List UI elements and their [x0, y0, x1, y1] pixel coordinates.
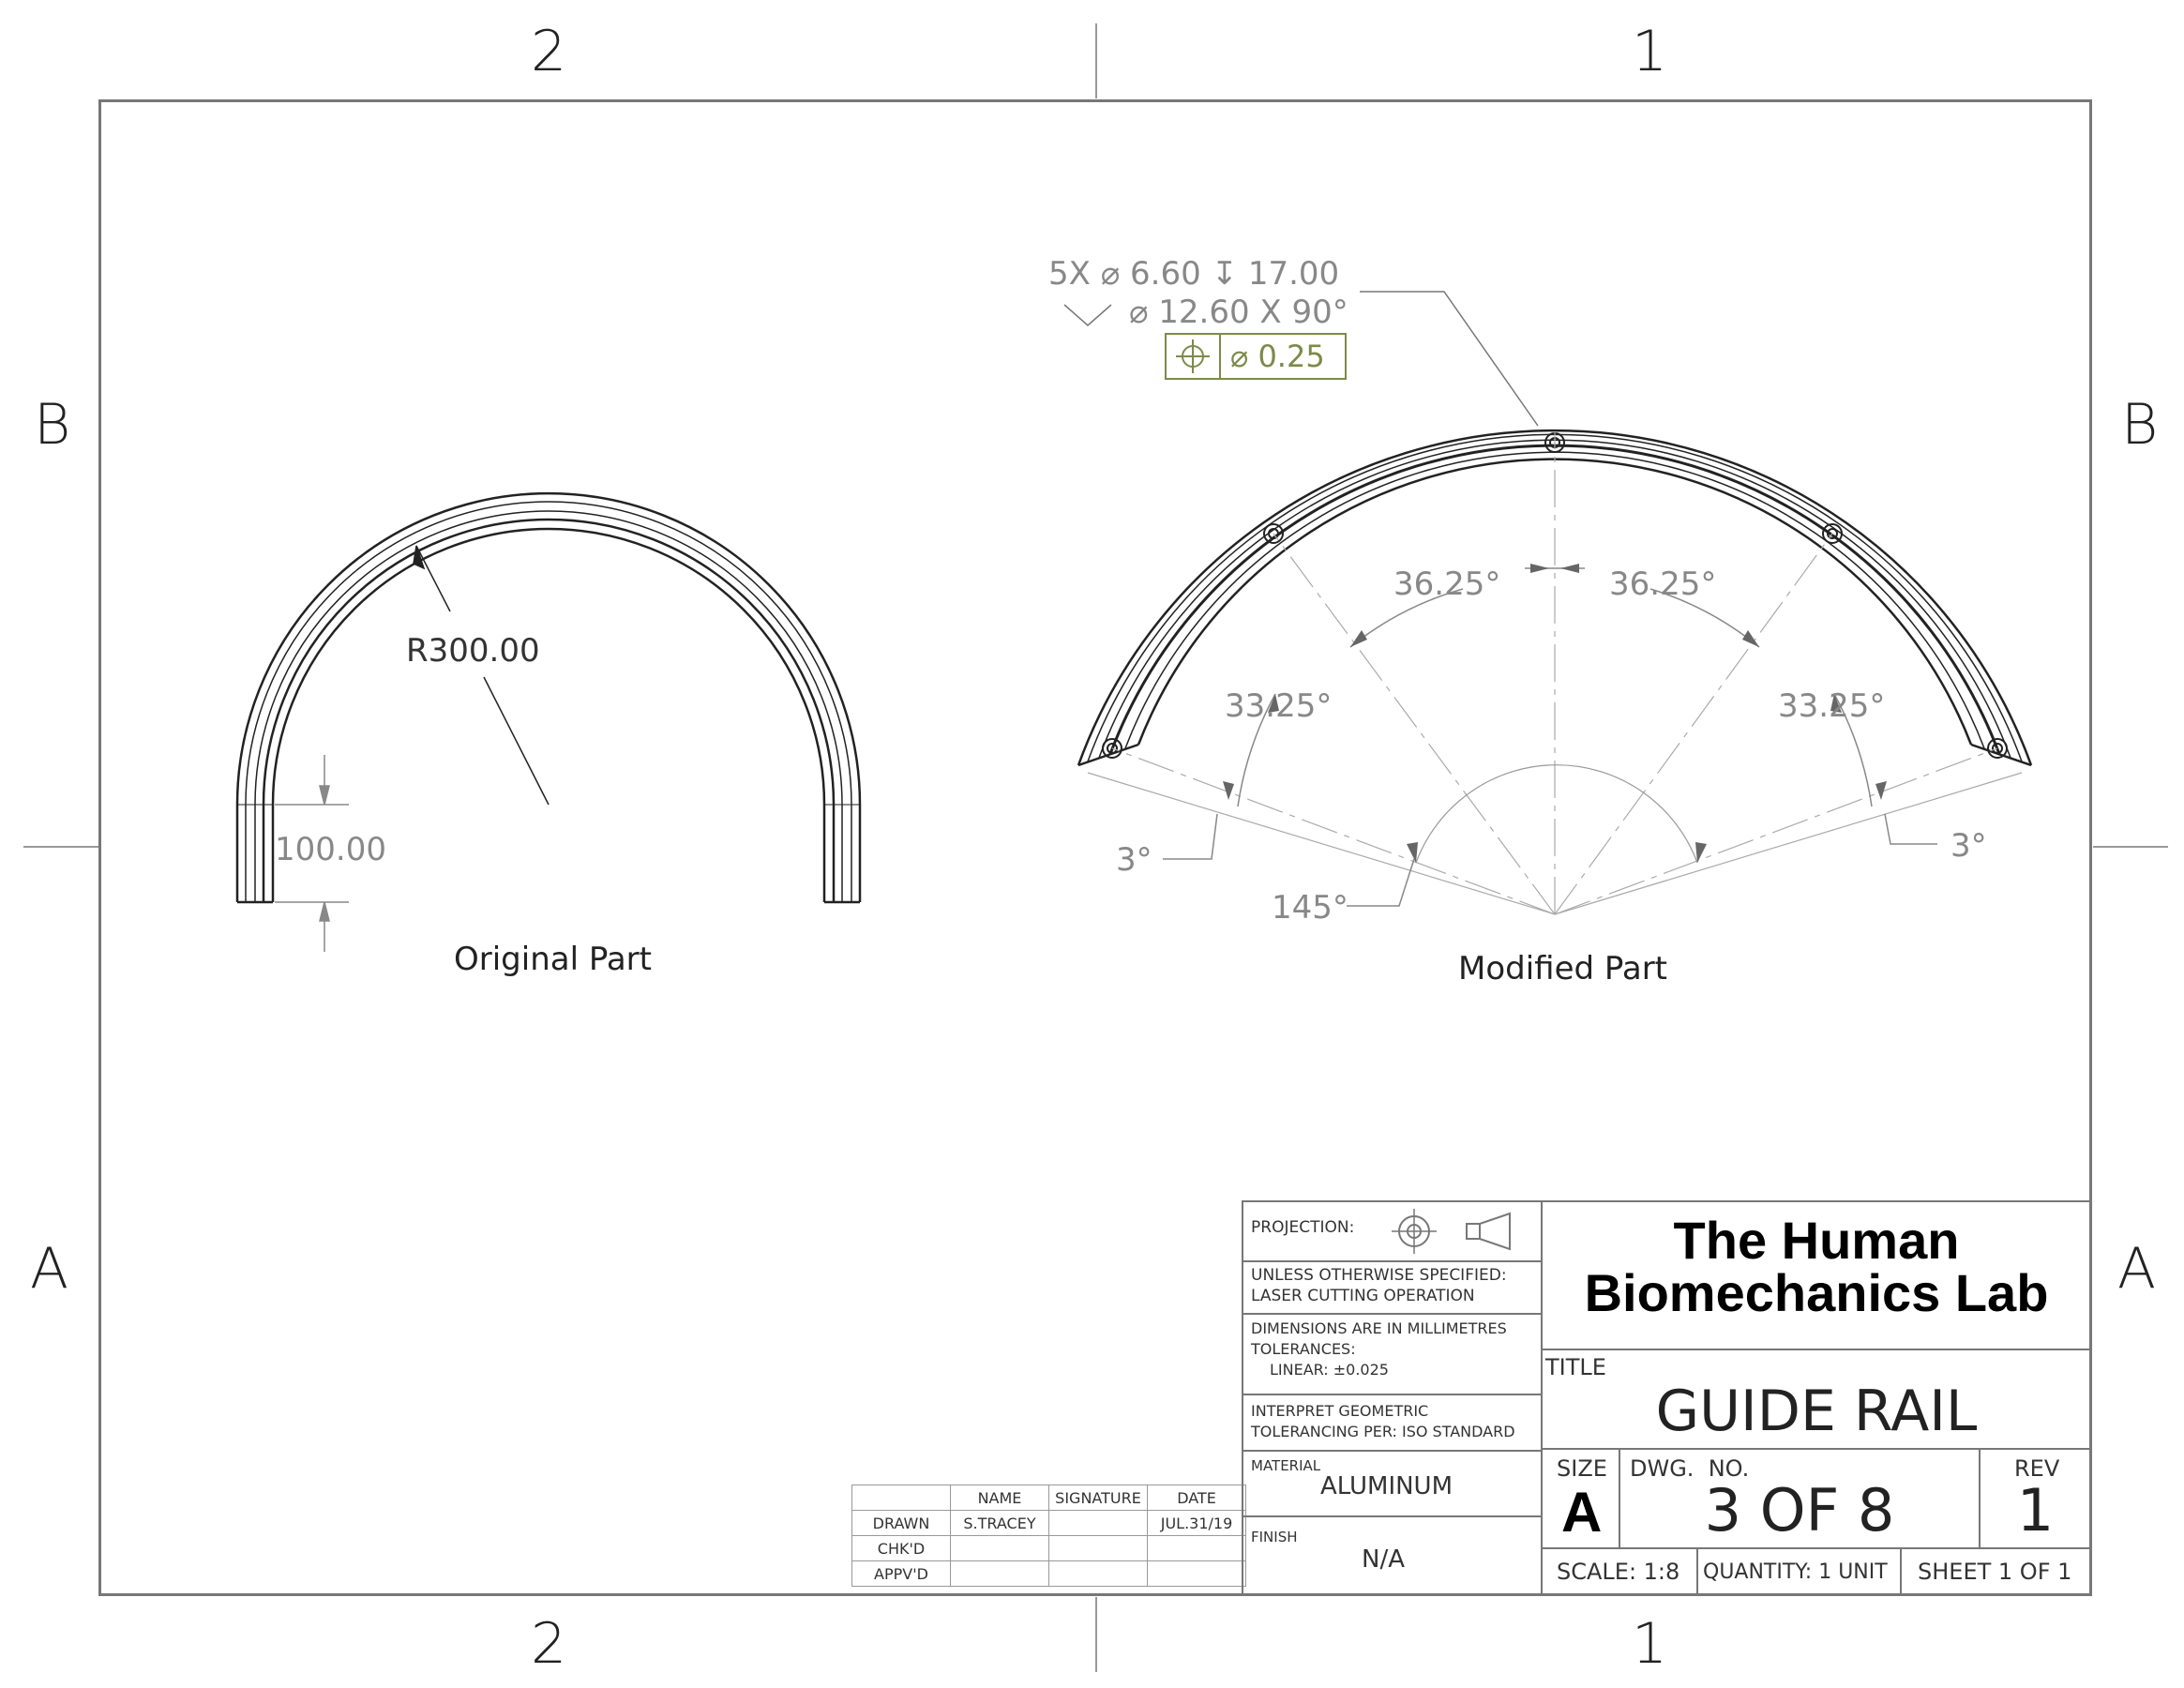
angle-arrowheads [1223, 564, 1887, 863]
signature-table: NAME SIGNATURE DATE DRAWN S.TRACEY JUL.3… [851, 1485, 1246, 1587]
original-part-geometry [235, 491, 862, 904]
hole-callout-line2: ⌀ 12.60 X 90° [1129, 294, 1348, 331]
material-value: ALUMINUM [1320, 1472, 1453, 1500]
position-tolerance-value: ⌀ 0.25 [1230, 339, 1325, 374]
table-cell: JUL.31/19 [1147, 1510, 1246, 1536]
zone-label-bottom-1: 1 [1632, 1611, 1668, 1677]
table-header-signature: SIGNATURE [1048, 1485, 1148, 1511]
dimensions-line1: DIMENSIONS ARE IN MILLIMETRES [1251, 1319, 1507, 1337]
finish-label: FINISH [1251, 1529, 1298, 1545]
interpret-line1: INTERPRET GEOMETRIC [1251, 1402, 1429, 1420]
interpret-line2: TOLERANCING PER: ISO STANDARD [1251, 1423, 1515, 1440]
zone-divider-top [1095, 23, 1097, 98]
original-part-caption: Original Part [454, 941, 652, 978]
table-header-date: DATE [1147, 1485, 1246, 1511]
zone-divider-right [2093, 846, 2168, 848]
angle-inner-right: 36.25° [1609, 565, 1717, 603]
table-cell [1048, 1510, 1148, 1536]
table-cell [1048, 1560, 1148, 1587]
table-row: APPV'D [851, 1560, 1246, 1587]
mounting-holes [1102, 432, 2008, 759]
dimensions-line3: LINEAR: ±0.025 [1270, 1361, 1389, 1379]
modified-part-caption: Modified Part [1458, 950, 1668, 987]
zone-label-bottom-2: 2 [531, 1611, 567, 1677]
angle-total: 145° [1272, 889, 1348, 927]
table-row: CHK'D [851, 1535, 1246, 1561]
table-header-name: NAME [950, 1485, 1049, 1511]
angle-outer-left: 33.25° [1225, 687, 1333, 725]
zone-divider-left [23, 846, 98, 848]
zone-label-left-a: A [30, 1236, 69, 1302]
unless-line2: LASER CUTTING OPERATION [1251, 1287, 1475, 1305]
rev-label: REV [2014, 1455, 2060, 1482]
position-tolerance-frame: ⌀ 0.25 [1165, 333, 1347, 380]
construction-lines [1087, 431, 2023, 915]
quantity-value: QUANTITY: 1 UNIT [1703, 1560, 1888, 1584]
dwg-no-label: DWG. NO. [1630, 1455, 1750, 1482]
radius-leader [413, 545, 550, 806]
zone-label-top-2: 2 [531, 19, 567, 84]
material-label: MATERIAL [1251, 1457, 1321, 1474]
table-cell: CHK'D [851, 1535, 951, 1561]
table-cell: S.TRACEY [950, 1510, 1049, 1536]
company-line1: The Human [1673, 1211, 1960, 1270]
zone-label-right-a: A [2117, 1236, 2157, 1302]
unless-line1: UNLESS OTHERWISE SPECIFIED: [1251, 1266, 1507, 1285]
scale-value: SCALE: 1:8 [1557, 1559, 1680, 1585]
angle-inner-left: 36.25° [1393, 565, 1501, 603]
size-value: A [1561, 1481, 1603, 1544]
drawing-frame [98, 99, 2092, 1596]
table-cell [1048, 1535, 1148, 1561]
finish-value: N/A [1362, 1545, 1405, 1574]
projection-label: PROJECTION: [1251, 1218, 1355, 1237]
size-label: SIZE [1557, 1455, 1607, 1482]
company-line2: Biomechanics Lab [1584, 1263, 2049, 1322]
angle-leaders [1163, 813, 1937, 907]
hole-callout-leader [1063, 291, 1539, 427]
table-cell: DRAWN [851, 1510, 951, 1536]
table-row: DRAWN S.TRACEY JUL.31/19 [851, 1510, 1246, 1536]
table-cell [950, 1535, 1049, 1561]
table-cell [1147, 1535, 1246, 1561]
third-angle-projection-icon [1392, 1209, 1511, 1254]
table-row: NAME SIGNATURE DATE [851, 1485, 1246, 1511]
table-cell [1147, 1560, 1246, 1587]
angle-outer-right: 33.25° [1778, 687, 1886, 725]
dwg-no-value: 3 OF 8 [1704, 1476, 1895, 1545]
zone-label-left-b: B [34, 392, 71, 458]
rev-value: 1 [2016, 1476, 2055, 1545]
zone-divider-bottom [1095, 1597, 1097, 1672]
drawing-title: GUIDE RAIL [1655, 1379, 1978, 1444]
length-dimension [275, 755, 349, 952]
position-tolerance-icon [1167, 335, 1221, 378]
angle-end-left: 3° [1116, 841, 1152, 879]
zone-label-right-b: B [2121, 392, 2159, 458]
table-cell [950, 1560, 1049, 1587]
length-label: 100.00 [275, 831, 386, 868]
angle-end-right: 3° [1951, 827, 1987, 865]
zone-label-top-1: 1 [1632, 19, 1668, 84]
dimensions-line2: TOLERANCES: [1251, 1340, 1356, 1358]
hole-callout-line1: 5X ⌀ 6.60 ↧ 17.00 [1048, 255, 1340, 293]
sheet-cell [1900, 1547, 2092, 1596]
table-cell [851, 1485, 951, 1511]
title-label: TITLE [1545, 1354, 1606, 1380]
radius-label: R300.00 [406, 632, 540, 670]
sheet-value: SHEET 1 OF 1 [1918, 1559, 2072, 1585]
table-cell: APPV'D [851, 1560, 951, 1587]
